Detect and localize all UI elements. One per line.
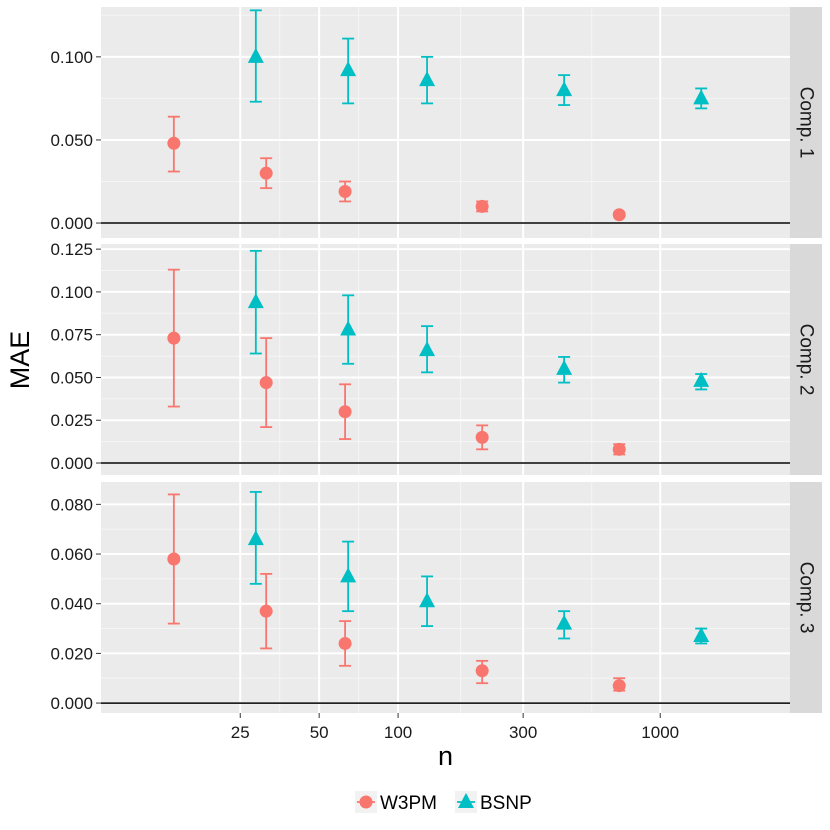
data-point <box>247 293 264 309</box>
data-point <box>693 371 710 387</box>
data-point <box>475 199 489 213</box>
y-tick-label: 0.100 <box>50 48 93 67</box>
series-w3pm <box>167 115 626 222</box>
data-point <box>612 679 626 693</box>
facet-label: Comp. 1 <box>796 87 817 159</box>
x-tick-label: 1000 <box>641 723 679 742</box>
y-tick-label: 0.000 <box>50 454 93 473</box>
series-bsnp <box>247 249 710 391</box>
data-point <box>167 331 181 345</box>
data-point <box>475 430 489 444</box>
x-axis-title: n <box>438 741 453 771</box>
legend-label: BSNP <box>480 793 532 814</box>
data-point <box>167 552 181 566</box>
y-tick-label: 0.080 <box>50 495 93 514</box>
y-tick-label: 0.125 <box>50 240 93 259</box>
data-point <box>340 567 357 583</box>
panel-background <box>101 7 790 238</box>
facet-strip <box>790 244 822 475</box>
data-point <box>247 47 264 63</box>
data-point <box>693 89 710 105</box>
y-tick-label: 0.050 <box>50 368 93 387</box>
x-tick-label: 100 <box>384 723 412 742</box>
y-tick-label: 0.000 <box>50 214 93 233</box>
facet-strip <box>790 7 822 238</box>
data-point <box>612 442 626 456</box>
y-tick-label: 0.025 <box>50 411 93 430</box>
x-tick-label: 300 <box>509 723 537 742</box>
x-tick-label: 25 <box>231 723 250 742</box>
y-axis-title: MAE <box>5 331 35 390</box>
series-bsnp <box>247 491 710 645</box>
data-point <box>338 636 352 650</box>
x-tick-label: 50 <box>310 723 329 742</box>
data-point <box>340 61 357 77</box>
legend-item-bsnp: BSNP <box>455 791 532 814</box>
series-w3pm <box>167 268 626 456</box>
legend-marker <box>458 793 474 808</box>
y-tick-label: 0.050 <box>50 131 93 150</box>
data-point <box>556 359 573 375</box>
data-point <box>167 136 181 150</box>
facet-label: Comp. 3 <box>796 562 817 634</box>
legend: W3PM BSNP <box>355 791 532 814</box>
data-point <box>259 376 273 390</box>
data-point <box>338 405 352 419</box>
facet-panel-comp-2: 0.000 0.025 0.050 0.075 0.100 0.125 Comp. 2 <box>50 240 822 475</box>
data-point <box>340 320 357 336</box>
data-point <box>475 664 489 678</box>
y-tick-label: 0.100 <box>50 283 93 302</box>
y-tick-label: 0.000 <box>50 694 93 713</box>
x-axis: 25 50 100 300 1000 <box>231 713 679 742</box>
series-bsnp <box>247 9 710 110</box>
legend-marker <box>359 795 373 809</box>
data-point <box>556 81 573 97</box>
data-point <box>612 208 626 222</box>
panel-background <box>101 482 790 713</box>
data-point <box>419 341 436 357</box>
facet-panel-comp-3: 0.000 0.020 0.040 0.060 0.080 Comp. 3 <box>50 482 822 713</box>
facet-strip <box>790 482 822 713</box>
panel-background <box>101 244 790 475</box>
y-tick-label: 0.060 <box>50 545 93 564</box>
series-w3pm <box>167 493 626 693</box>
data-point <box>259 166 273 180</box>
data-point <box>259 604 273 618</box>
data-point <box>419 592 436 608</box>
legend-label: W3PM <box>380 793 437 814</box>
y-tick-label: 0.020 <box>50 644 93 663</box>
data-point <box>419 71 436 87</box>
y-tick-label: 0.075 <box>50 326 93 345</box>
facet-label: Comp. 2 <box>796 324 817 396</box>
legend-item-w3pm: W3PM <box>355 791 437 814</box>
y-tick-label: 0.040 <box>50 595 93 614</box>
data-point <box>693 627 710 642</box>
data-point <box>247 530 264 546</box>
data-point <box>556 614 573 630</box>
facet-panel-comp-1: 0.000 0.050 0.100 Comp. 1 <box>50 7 822 238</box>
data-point <box>338 184 352 198</box>
